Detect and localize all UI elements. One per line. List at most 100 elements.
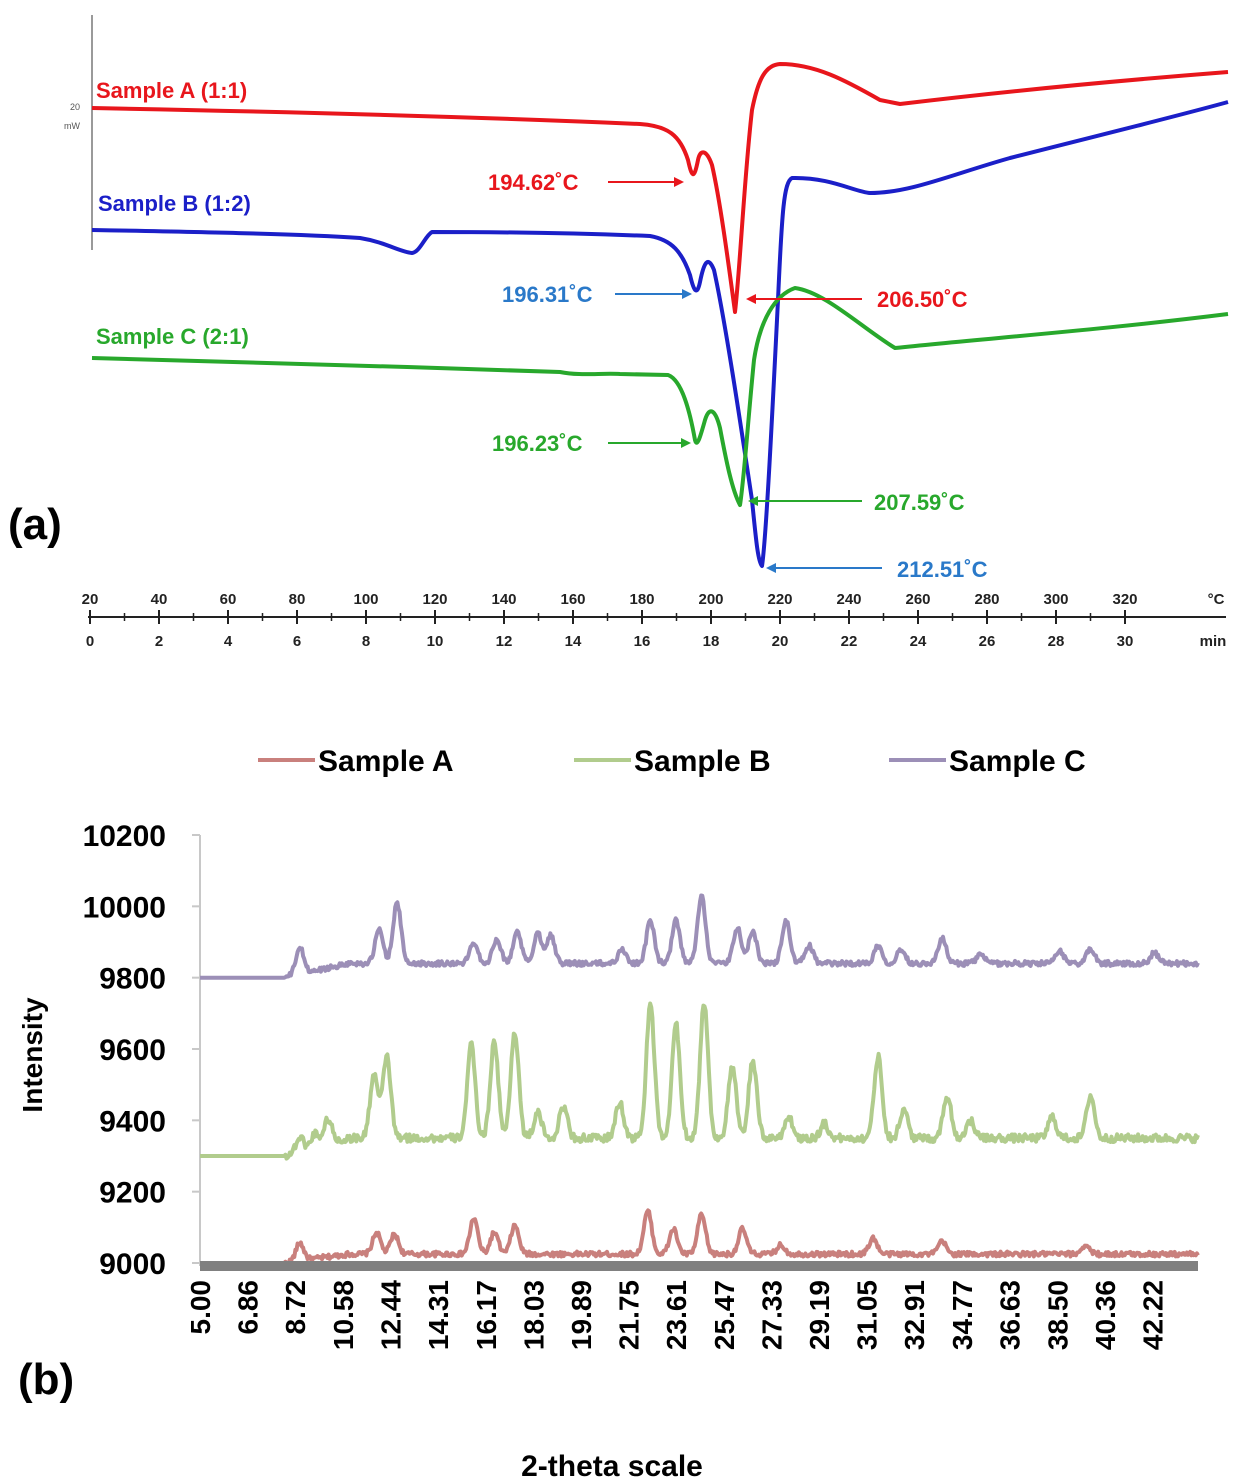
dsc-temp-tick-label: 40: [151, 591, 168, 608]
dsc-annotation-c1: 196.23˚C: [492, 431, 691, 456]
dsc-annotation-c2: 207.59˚C: [748, 490, 965, 515]
dsc-time-tick-label: 12: [496, 633, 513, 650]
xrd-x-tick-label: 34.77: [947, 1280, 978, 1350]
xrd-x-tick-label: 8.72: [280, 1280, 311, 1335]
xrd-y-tick-label: 9800: [99, 963, 166, 996]
dsc-time-tick-label: 8: [362, 633, 370, 650]
xrd-x-tick-label: 27.33: [756, 1280, 787, 1350]
xrd-y-tick-label: 9600: [99, 1034, 166, 1067]
xrd-x-tick-label: 25.47: [709, 1280, 740, 1350]
dsc-temp-tick-label: 20: [82, 591, 99, 608]
dsc-time-tick-label: 6: [293, 633, 301, 650]
dsc-scale-unit: mW: [64, 121, 80, 131]
panel-label-a: (a): [8, 500, 62, 549]
dsc-temp-tick-label: 180: [629, 591, 654, 608]
xrd-x-tick-label: 42.22: [1137, 1280, 1168, 1350]
dsc-time-tick-label: 14: [565, 633, 582, 650]
dsc-series-label-a: Sample A (1:1): [96, 78, 247, 103]
dsc-temp-tick-label: 200: [698, 591, 723, 608]
xrd-x-tick-label: 18.03: [518, 1280, 549, 1350]
dsc-temp-tick-label: 280: [974, 591, 999, 608]
dsc-temp-tick-label: 100: [353, 591, 378, 608]
xrd-x-tick-label: 29.19: [804, 1280, 835, 1350]
xrd-x-label: 2-theta scale: [521, 1450, 703, 1483]
svg-text:207.59˚C: 207.59˚C: [874, 490, 965, 515]
dsc-x-ticks: 20 40 60 80 100 120 140 160 180 200 220 240 260 280 30…: [82, 591, 1138, 650]
legend-item-sample-b: Sample B: [574, 745, 771, 778]
dsc-time-tick-label: 26: [979, 633, 996, 650]
dsc-annotation-a2: 206.50˚C: [746, 287, 968, 312]
xrd-series: [199, 893, 1200, 1267]
xrd-y-label: Intensity: [17, 997, 48, 1113]
dsc-annotation-b1: 196.31˚C: [502, 282, 692, 307]
dsc-time-tick-label: 2: [155, 633, 163, 650]
xrd-x-tick-label: 31.05: [852, 1280, 883, 1350]
xrd-y-ticks: 9000 9200 9400 9600 9800 10000 10200: [83, 820, 200, 1281]
xrd-x-tick-label: 21.75: [614, 1280, 645, 1350]
dsc-temp-tick-label: 320: [1112, 591, 1137, 608]
dsc-chart: 20 mW Sample A (1:1) Sample B (1:2) Samp…: [64, 15, 1229, 650]
dsc-temp-tick-label: 240: [836, 591, 861, 608]
dsc-curve-sample-c: [91, 286, 1229, 507]
xrd-y-tick-label: 9000: [99, 1248, 166, 1281]
xrd-chart: Sample A Sample B Sample C 9000920094009…: [17, 745, 1200, 1483]
xrd-legend: Sample A Sample B Sample C: [258, 745, 1086, 778]
xrd-x-tick-label: 16.17: [471, 1280, 502, 1350]
xrd-x-tick-label: 38.50: [1042, 1280, 1073, 1350]
dsc-temp-tick-label: 260: [905, 591, 930, 608]
svg-text:212.51˚C: 212.51˚C: [897, 557, 988, 582]
dsc-time-tick-label: 18: [703, 633, 720, 650]
dsc-curve-sample-b: [91, 100, 1229, 568]
xrd-x-tick-label: 14.31: [423, 1280, 454, 1350]
xrd-y-tick-label: 9400: [99, 1105, 166, 1138]
dsc-time-tick-label: 4: [224, 633, 233, 650]
xrd-y-tick-label: 9200: [99, 1177, 166, 1210]
dsc-time-tick-label: 20: [772, 633, 789, 650]
dsc-series-label-c: Sample C (2:1): [96, 324, 249, 349]
xrd-x-tick-label: 23.61: [661, 1280, 692, 1350]
dsc-time-tick-label: 24: [910, 633, 927, 650]
dsc-annotation-b2: 212.51˚C: [766, 557, 988, 582]
xrd-x-tick-label: 36.63: [994, 1280, 1025, 1350]
xrd-x-tick-label: 10.58: [328, 1280, 359, 1350]
svg-text:206.50˚C: 206.50˚C: [877, 287, 968, 312]
xrd-y-tick-label: 10000: [83, 891, 166, 924]
dsc-time-tick-label: 0: [86, 633, 94, 650]
legend-item-sample-a: Sample A: [258, 745, 454, 778]
dsc-temp-tick-label: 60: [220, 591, 237, 608]
xrd-line-sample-c: [199, 893, 1200, 980]
xrd-x-tick-label: 5.00: [185, 1280, 216, 1335]
svg-text:Sample A: Sample A: [318, 745, 454, 778]
xrd-x-ticks: 5.00 6.86 8.72 10.58 12.44 14.31 16.17 18.03 19.…: [185, 1280, 1168, 1350]
svg-text:194.62˚C: 194.62˚C: [488, 170, 579, 195]
svg-text:Sample B: Sample B: [634, 745, 771, 778]
xrd-x-tick-label: 32.91: [899, 1280, 930, 1350]
dsc-time-tick-label: 16: [634, 633, 651, 650]
legend-item-sample-c: Sample C: [889, 745, 1086, 778]
dsc-time-tick-label: 10: [427, 633, 444, 650]
xrd-x-tick-label: 12.44: [375, 1280, 406, 1350]
dsc-temp-tick-label: 80: [289, 591, 306, 608]
dsc-scale-value: 20: [70, 102, 80, 112]
dsc-curve-sample-a: [91, 62, 1229, 314]
xrd-line-sample-b: [199, 1001, 1200, 1161]
dsc-temp-tick-label: 220: [767, 591, 792, 608]
svg-text:196.23˚C: 196.23˚C: [492, 431, 583, 456]
svg-text:196.31˚C: 196.31˚C: [502, 282, 593, 307]
dsc-time-tick-label: 28: [1048, 633, 1065, 650]
dsc-annotation-a1: 194.62˚C: [488, 170, 684, 195]
xrd-line-sample-a: [199, 1208, 1200, 1267]
dsc-series-label-b: Sample B (1:2): [98, 191, 251, 216]
dsc-time-tick-label: 30: [1117, 633, 1134, 650]
dsc-time-unit: min: [1200, 633, 1227, 650]
panel-label-b: (b): [18, 1355, 74, 1404]
xrd-x-tick-label: 6.86: [233, 1280, 264, 1335]
dsc-temp-tick-label: 140: [491, 591, 516, 608]
dsc-temp-tick-label: 120: [422, 591, 447, 608]
dsc-temp-tick-label: 160: [560, 591, 585, 608]
xrd-x-axis: [200, 1261, 1198, 1271]
xrd-x-tick-label: 19.89: [566, 1280, 597, 1350]
xrd-y-tick-label: 10200: [83, 820, 166, 853]
dsc-temp-unit: °C: [1208, 591, 1225, 608]
